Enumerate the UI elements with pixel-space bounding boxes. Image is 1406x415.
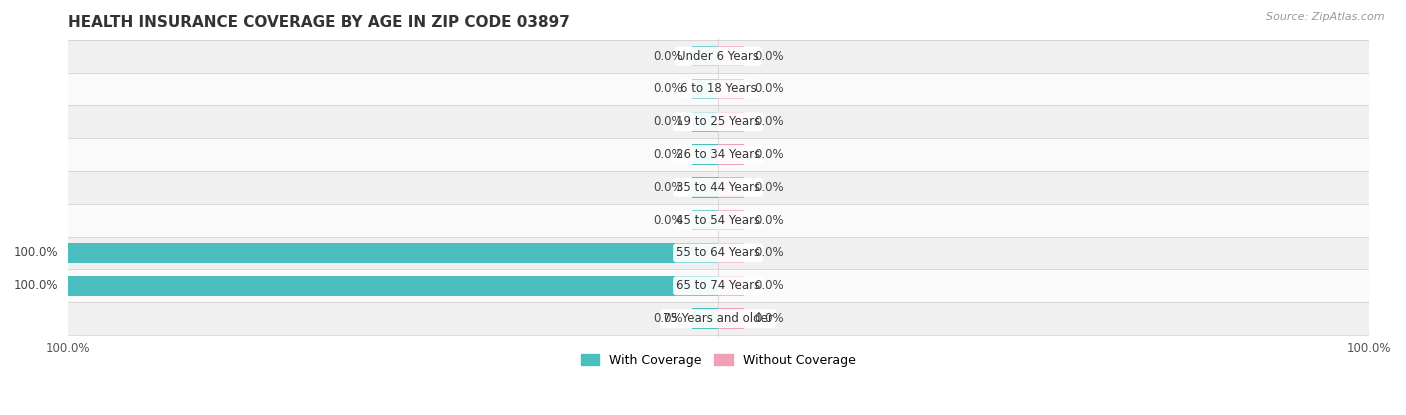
Text: Under 6 Years: Under 6 Years bbox=[678, 50, 759, 63]
Text: 55 to 64 Years: 55 to 64 Years bbox=[676, 247, 761, 259]
Text: 100.0%: 100.0% bbox=[14, 279, 58, 292]
Text: 45 to 54 Years: 45 to 54 Years bbox=[676, 214, 761, 227]
Text: 0.0%: 0.0% bbox=[652, 181, 682, 194]
Text: 100.0%: 100.0% bbox=[14, 247, 58, 259]
Text: 0.0%: 0.0% bbox=[754, 214, 783, 227]
Text: 0.0%: 0.0% bbox=[652, 115, 682, 128]
Bar bbox=[718, 276, 744, 296]
Text: 35 to 44 Years: 35 to 44 Years bbox=[676, 181, 761, 194]
Text: 0.0%: 0.0% bbox=[754, 50, 783, 63]
Bar bbox=[718, 144, 744, 165]
Text: 0.0%: 0.0% bbox=[652, 312, 682, 325]
Bar bbox=[67, 73, 1369, 105]
Bar bbox=[692, 210, 718, 230]
Text: 0.0%: 0.0% bbox=[754, 312, 783, 325]
Bar bbox=[718, 112, 744, 132]
Bar bbox=[718, 210, 744, 230]
Bar bbox=[67, 237, 1369, 269]
Bar bbox=[67, 40, 1369, 73]
Text: 0.0%: 0.0% bbox=[754, 83, 783, 95]
Bar bbox=[718, 243, 744, 263]
Bar bbox=[67, 204, 1369, 237]
Text: 6 to 18 Years: 6 to 18 Years bbox=[681, 83, 756, 95]
Text: 0.0%: 0.0% bbox=[754, 181, 783, 194]
Text: 19 to 25 Years: 19 to 25 Years bbox=[676, 115, 761, 128]
Text: 0.0%: 0.0% bbox=[652, 50, 682, 63]
Text: 0.0%: 0.0% bbox=[652, 148, 682, 161]
Bar bbox=[718, 46, 744, 66]
Bar bbox=[67, 105, 1369, 138]
Bar bbox=[692, 177, 718, 198]
Bar bbox=[718, 177, 744, 198]
Bar bbox=[718, 308, 744, 329]
Text: Source: ZipAtlas.com: Source: ZipAtlas.com bbox=[1267, 12, 1385, 22]
Text: 0.0%: 0.0% bbox=[754, 279, 783, 292]
Bar bbox=[67, 171, 1369, 204]
Text: 0.0%: 0.0% bbox=[652, 214, 682, 227]
Bar bbox=[67, 138, 1369, 171]
Bar bbox=[67, 269, 1369, 302]
Bar bbox=[692, 79, 718, 99]
Bar bbox=[692, 144, 718, 165]
Bar bbox=[692, 46, 718, 66]
Bar bbox=[718, 79, 744, 99]
Text: 0.0%: 0.0% bbox=[754, 148, 783, 161]
Text: 65 to 74 Years: 65 to 74 Years bbox=[676, 279, 761, 292]
Bar bbox=[692, 308, 718, 329]
Text: 0.0%: 0.0% bbox=[652, 83, 682, 95]
Bar bbox=[692, 112, 718, 132]
Text: 0.0%: 0.0% bbox=[754, 115, 783, 128]
Text: 0.0%: 0.0% bbox=[754, 247, 783, 259]
Text: 75 Years and older: 75 Years and older bbox=[664, 312, 773, 325]
Bar bbox=[67, 302, 1369, 335]
Text: HEALTH INSURANCE COVERAGE BY AGE IN ZIP CODE 03897: HEALTH INSURANCE COVERAGE BY AGE IN ZIP … bbox=[67, 15, 569, 30]
Text: 26 to 34 Years: 26 to 34 Years bbox=[676, 148, 761, 161]
Bar bbox=[67, 276, 718, 296]
Bar bbox=[67, 243, 718, 263]
Legend: With Coverage, Without Coverage: With Coverage, Without Coverage bbox=[575, 349, 860, 372]
